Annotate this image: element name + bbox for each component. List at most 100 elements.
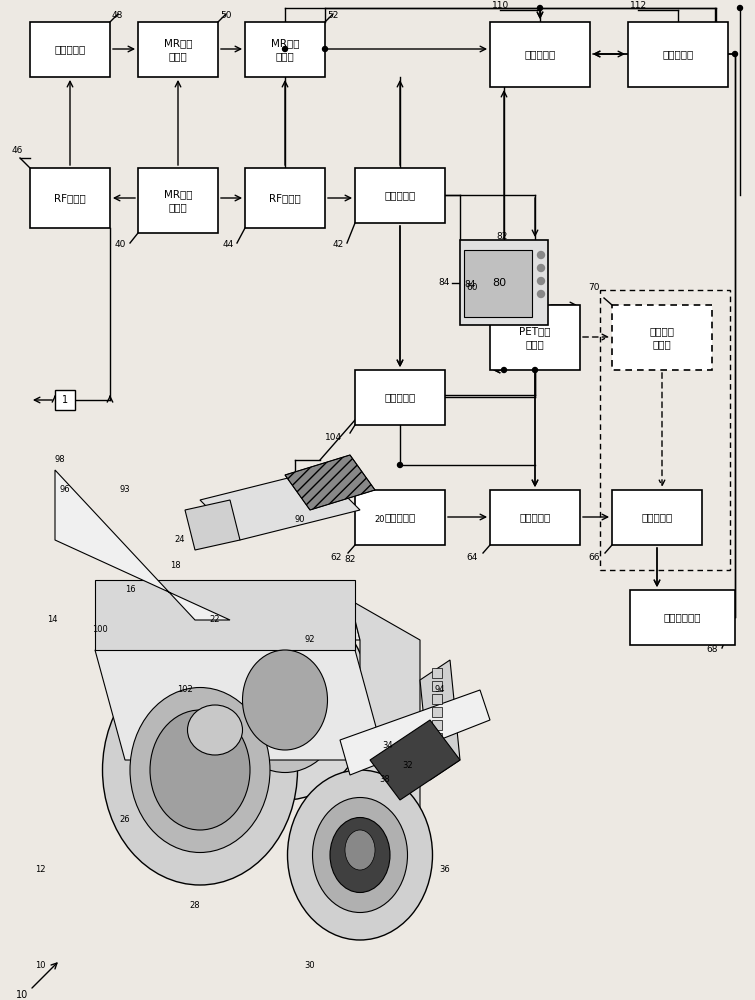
Text: 44: 44 bbox=[223, 240, 234, 249]
Text: 1: 1 bbox=[62, 395, 68, 405]
Text: 配准处理器: 配准处理器 bbox=[384, 392, 415, 402]
Text: 34: 34 bbox=[383, 740, 393, 750]
Text: 28: 28 bbox=[190, 900, 200, 910]
Bar bbox=[490, 490, 580, 545]
Text: 30: 30 bbox=[305, 960, 316, 970]
Text: 梯度控制器: 梯度控制器 bbox=[384, 190, 415, 200]
Text: 84: 84 bbox=[439, 278, 450, 287]
Bar bbox=[432, 720, 442, 730]
Bar bbox=[432, 694, 442, 704]
Text: 规划处理器: 规划处理器 bbox=[662, 49, 694, 60]
Bar bbox=[30, 22, 110, 77]
Text: 93: 93 bbox=[120, 486, 131, 494]
Circle shape bbox=[538, 264, 544, 271]
Text: 符合探测器: 符合探测器 bbox=[519, 512, 550, 522]
Circle shape bbox=[532, 367, 538, 372]
Polygon shape bbox=[285, 455, 375, 510]
Bar bbox=[432, 746, 442, 756]
Text: MR图像
存储器: MR图像 存储器 bbox=[271, 38, 299, 61]
Text: 100: 100 bbox=[92, 626, 108, 635]
Circle shape bbox=[322, 46, 328, 51]
Text: 112: 112 bbox=[630, 1, 647, 10]
Bar bbox=[30, 168, 110, 228]
Bar bbox=[612, 305, 712, 370]
Text: 36: 36 bbox=[439, 865, 451, 874]
Bar bbox=[432, 707, 442, 717]
Text: 64: 64 bbox=[467, 553, 478, 562]
Ellipse shape bbox=[330, 818, 390, 892]
Text: 20: 20 bbox=[374, 516, 385, 524]
Text: 84: 84 bbox=[464, 280, 476, 289]
Bar bbox=[355, 168, 445, 223]
Circle shape bbox=[738, 5, 742, 10]
Circle shape bbox=[538, 251, 544, 258]
Text: 12: 12 bbox=[35, 865, 45, 874]
Polygon shape bbox=[95, 580, 355, 650]
Circle shape bbox=[282, 46, 288, 51]
Bar bbox=[464, 250, 532, 317]
Text: 数据缓冲器: 数据缓冲器 bbox=[54, 44, 85, 54]
Text: 融合处理器: 融合处理器 bbox=[525, 49, 556, 60]
Ellipse shape bbox=[130, 688, 270, 852]
Polygon shape bbox=[185, 500, 240, 550]
Text: MR扫描
控制器: MR扫描 控制器 bbox=[164, 189, 193, 212]
Bar bbox=[490, 305, 580, 370]
Text: 62: 62 bbox=[331, 553, 342, 562]
Bar bbox=[245, 168, 325, 228]
Bar bbox=[630, 590, 735, 645]
Bar bbox=[490, 22, 590, 87]
Text: 68: 68 bbox=[707, 645, 718, 654]
Text: 时间戳单元: 时间戳单元 bbox=[384, 512, 415, 522]
Text: 46: 46 bbox=[12, 146, 23, 155]
Text: 50: 50 bbox=[220, 11, 232, 20]
Circle shape bbox=[397, 462, 402, 468]
Text: 16: 16 bbox=[125, 585, 135, 594]
Text: 24: 24 bbox=[174, 536, 185, 544]
Bar bbox=[355, 370, 445, 425]
Bar bbox=[628, 22, 728, 87]
Ellipse shape bbox=[150, 710, 250, 830]
Bar bbox=[55, 390, 75, 410]
Polygon shape bbox=[95, 650, 385, 760]
Polygon shape bbox=[130, 600, 360, 640]
Bar bbox=[432, 681, 442, 691]
Text: 40: 40 bbox=[115, 240, 126, 249]
Bar bbox=[245, 22, 325, 77]
Text: 22: 22 bbox=[210, 615, 220, 624]
Bar bbox=[460, 240, 548, 325]
Ellipse shape bbox=[225, 628, 345, 772]
Bar bbox=[138, 168, 218, 233]
Circle shape bbox=[538, 277, 544, 284]
Bar bbox=[138, 22, 218, 77]
Text: 42: 42 bbox=[333, 240, 344, 249]
Polygon shape bbox=[340, 690, 490, 775]
Text: 48: 48 bbox=[112, 11, 123, 20]
Circle shape bbox=[538, 290, 544, 298]
Text: 26: 26 bbox=[120, 816, 131, 824]
Text: 80: 80 bbox=[492, 277, 506, 288]
Ellipse shape bbox=[313, 798, 408, 912]
Ellipse shape bbox=[200, 600, 370, 800]
Text: 96: 96 bbox=[60, 486, 70, 494]
Text: 10: 10 bbox=[16, 990, 28, 1000]
Text: RF接收器: RF接收器 bbox=[54, 193, 86, 203]
Bar bbox=[432, 668, 442, 678]
Ellipse shape bbox=[242, 650, 328, 750]
Ellipse shape bbox=[288, 770, 433, 940]
Bar bbox=[355, 490, 445, 545]
Text: 32: 32 bbox=[402, 760, 413, 770]
Text: 66: 66 bbox=[588, 553, 600, 562]
Text: 98: 98 bbox=[54, 456, 66, 464]
Text: 52: 52 bbox=[327, 11, 338, 20]
Text: 82: 82 bbox=[496, 232, 507, 241]
Text: 110: 110 bbox=[492, 1, 510, 10]
Text: 90: 90 bbox=[294, 516, 305, 524]
Polygon shape bbox=[200, 470, 360, 540]
Circle shape bbox=[538, 5, 543, 10]
Text: 18: 18 bbox=[170, 560, 180, 570]
Polygon shape bbox=[420, 660, 460, 780]
Text: 92: 92 bbox=[305, 636, 316, 645]
Text: RF发射器: RF发射器 bbox=[269, 193, 301, 203]
Text: 60: 60 bbox=[467, 283, 478, 292]
Text: 94: 94 bbox=[435, 686, 445, 694]
